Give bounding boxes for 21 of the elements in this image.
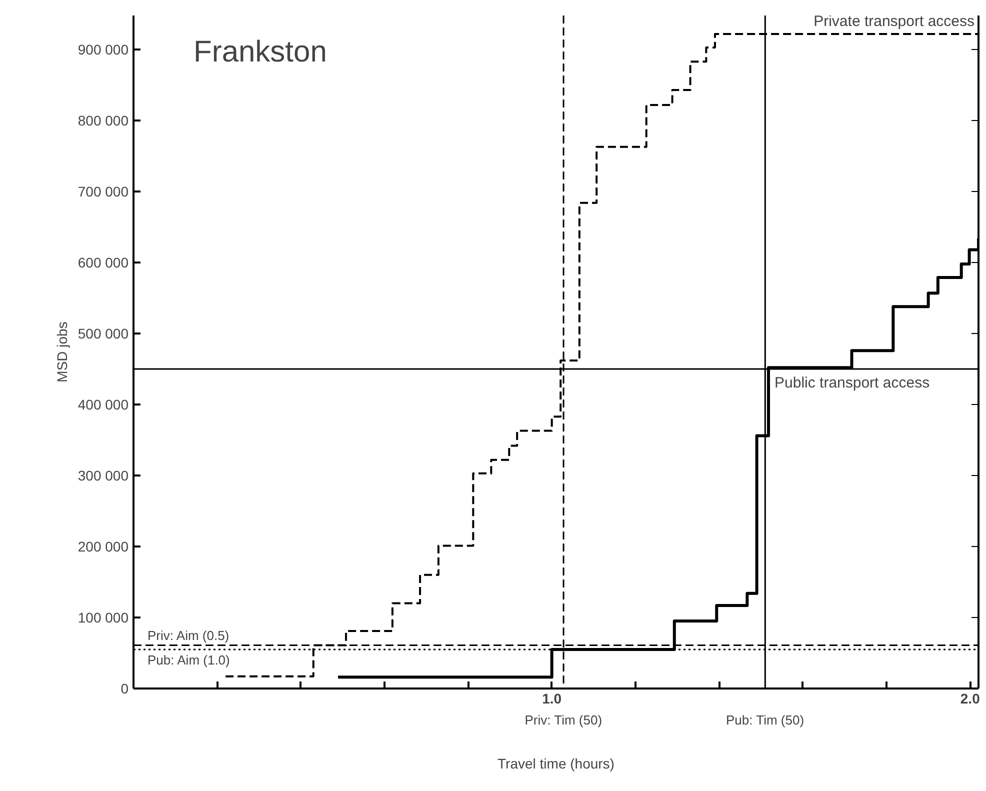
y-tick-label: 600 000 [78, 254, 129, 271]
ref-line-label: Priv: Aim (0.5) [148, 628, 230, 644]
series-label: Public transport access [774, 374, 930, 392]
x-tick-label: 1.0 [542, 690, 562, 706]
x-tick-label: 2.0 [960, 690, 980, 706]
y-tick-label: 100 000 [78, 610, 129, 626]
y-tick-label: 200 000 [78, 538, 129, 555]
y-tick-label: 700 000 [78, 184, 129, 200]
x-axis-title: Travel time (hours) [498, 756, 614, 772]
series-label: Private transport access [814, 12, 975, 30]
y-tick-label: 800 000 [78, 112, 129, 129]
ref-line-label: Pub: Tim (50) [726, 712, 804, 728]
y-tick-label: 900 000 [78, 42, 129, 58]
y-tick-label: 300 000 [78, 468, 129, 484]
y-tick-label: 500 000 [78, 326, 129, 342]
text: Frankston [194, 36, 327, 68]
ref-line-label: Priv: Tim (50) [524, 712, 602, 728]
y-tick-label: 400 000 [78, 396, 129, 413]
ref-line-label: Pub: Aim (1.0) [148, 652, 230, 668]
y-tick-label: 0 [120, 680, 129, 696]
y-axis-title: MSD jobs [54, 322, 70, 382]
